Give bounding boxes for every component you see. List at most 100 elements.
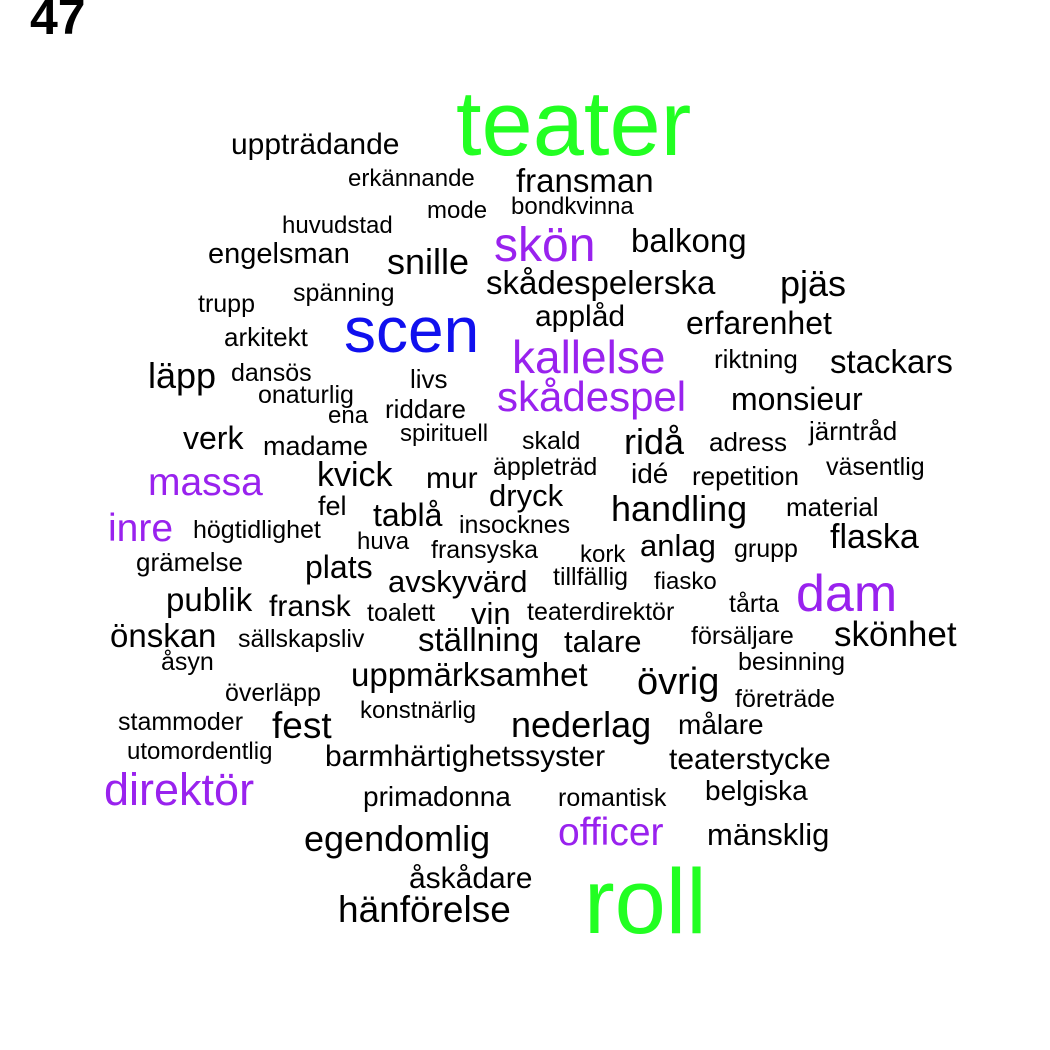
word-uppmarksamhet: uppmärksamhet <box>351 656 588 693</box>
word-tarta: tårta <box>729 590 780 618</box>
word-adress: adress <box>709 427 788 457</box>
word-arkitekt: arkitekt <box>224 322 308 352</box>
word-verk: verk <box>183 420 244 456</box>
word-skald: skald <box>522 427 581 455</box>
word-livs: livs <box>410 364 448 394</box>
word-massa: massa <box>148 461 263 504</box>
word-skonhet: skönhet <box>834 615 957 654</box>
word-toalett: toalett <box>367 599 436 627</box>
word-anlag: anlag <box>640 528 716 563</box>
word-primadonna: primadonna <box>363 781 511 812</box>
word-fransk: fransk <box>269 590 351 623</box>
word-teaterdirektor: teaterdirektör <box>527 598 675 626</box>
word-onskan: önskan <box>110 617 217 654</box>
word-hanforelse: hänförelse <box>338 889 511 930</box>
word-appletrad: äppleträd <box>493 453 598 481</box>
word-kvick: kvick <box>317 456 393 494</box>
word-askadare: åskådare <box>409 862 533 895</box>
word-besinning: besinning <box>738 648 846 676</box>
word-dam: dam <box>796 565 898 623</box>
word-nederlag: nederlag <box>511 704 652 745</box>
word-spirituell: spirituell <box>400 420 489 447</box>
word-kallelse: kallelse <box>512 331 666 383</box>
word-utomordentlig: utomordentlig <box>127 738 273 765</box>
word-talare: talare <box>564 624 642 659</box>
word-erfarenhet: erfarenhet <box>686 305 832 341</box>
word-skadespel: skådespel <box>497 373 687 420</box>
word-tabla: tablå <box>373 497 443 533</box>
word-gramelse: grämelse <box>136 547 243 577</box>
word-madame: madame <box>263 431 369 461</box>
word-spanning: spänning <box>293 279 395 307</box>
word-roll: roll <box>584 851 707 953</box>
word-tillfallig: tillfällig <box>553 563 629 591</box>
page-number: 47 <box>30 0 86 45</box>
word-upptradande: uppträdande <box>231 128 400 161</box>
word-hogtidlighet: högtidlighet <box>193 516 321 544</box>
word-publik: publik <box>166 581 253 618</box>
word-jarntrad: järntråd <box>809 416 898 446</box>
word-repetition: repetition <box>692 461 799 491</box>
word-ovrig: övrig <box>637 661 720 703</box>
word-vasentlig: väsentlig <box>826 453 925 481</box>
word-barmhartighetssyster: barmhärtighetssyster <box>325 740 606 773</box>
word-teaterstycke: teaterstycke <box>669 743 831 776</box>
word-malare: målare <box>678 709 764 740</box>
word-stallning: ställning <box>418 621 540 658</box>
word-fransman: fransman <box>516 162 654 199</box>
word-egendomlig: egendomlig <box>304 818 491 859</box>
word-mode: mode <box>427 197 488 224</box>
word-material: material <box>786 492 879 522</box>
word-belgiska: belgiska <box>705 775 808 806</box>
word-huva: huva <box>357 528 410 555</box>
word-dryck: dryck <box>489 478 564 513</box>
word-scen: scen <box>344 294 480 366</box>
word-direktor: direktör <box>104 764 255 815</box>
word-fiasko: fiasko <box>654 568 717 595</box>
word-asyn: åsyn <box>161 648 214 676</box>
word-balkong: balkong <box>631 222 747 259</box>
word-onaturlig: onaturlig <box>258 381 354 409</box>
word-mansklig: mänsklig <box>707 817 830 852</box>
word-vin: vin <box>471 596 511 631</box>
word-riddare: riddare <box>385 394 466 424</box>
word-pjas: pjäs <box>780 263 847 304</box>
word-skon: skön <box>494 219 596 272</box>
word-ena: ena <box>328 402 369 429</box>
word-grupp: grupp <box>734 535 798 563</box>
word-stackars: stackars <box>830 343 953 380</box>
word-insocknes: insocknes <box>459 511 571 539</box>
word-fransyska: fransyska <box>431 536 538 564</box>
word-snille: snille <box>387 241 470 282</box>
word-fel: fel <box>318 491 347 521</box>
word-erkannande: erkännande <box>348 165 475 192</box>
word-riktning: riktning <box>714 344 798 374</box>
word-inre: inre <box>108 507 174 550</box>
word-sallskapsliv: sällskapsliv <box>238 625 365 653</box>
word-avskyvard: avskyvärd <box>388 564 528 599</box>
word-forsaljare: försäljare <box>691 622 794 650</box>
word-rida: ridå <box>624 421 685 462</box>
word-konstnarlig: konstnärlig <box>360 697 477 724</box>
word-lapp: läpp <box>148 355 217 396</box>
word-kork: kork <box>580 541 626 568</box>
word-officer: officer <box>558 811 664 854</box>
word-dansos: dansös <box>231 359 312 387</box>
word-id: idé <box>631 458 669 489</box>
word-stammoder: stammoder <box>118 708 244 736</box>
word-plats: plats <box>305 549 373 585</box>
word-monsieur: monsieur <box>731 381 863 417</box>
word-bondkvinna: bondkvinna <box>511 193 634 220</box>
word-flaska: flaska <box>830 518 919 556</box>
word-trupp: trupp <box>198 290 255 318</box>
word-fest: fest <box>272 705 332 746</box>
word-skadespelerska: skådespelerska <box>486 264 716 301</box>
word-romantisk: romantisk <box>558 784 667 812</box>
word-handling: handling <box>611 488 748 529</box>
word-foretrade: företräde <box>735 685 836 713</box>
word-mur: mur <box>426 462 478 495</box>
word-huvudstad: huvudstad <box>282 212 393 239</box>
word-applad: applåd <box>535 300 626 333</box>
word-teater: teater <box>456 73 692 175</box>
